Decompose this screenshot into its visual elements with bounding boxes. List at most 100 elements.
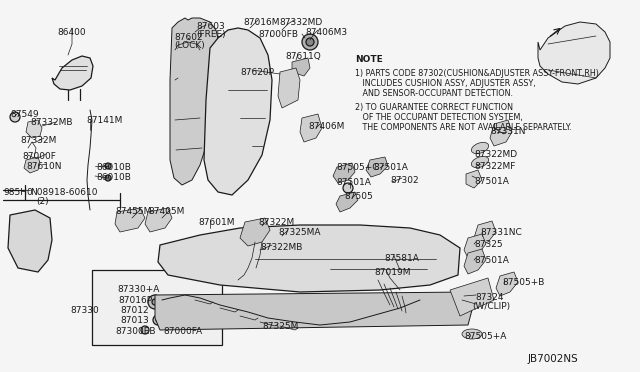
Text: 87501A: 87501A — [336, 178, 371, 187]
Circle shape — [152, 299, 158, 305]
Text: 87330: 87330 — [70, 306, 99, 315]
Text: OF THE OCCUPANT DETECTION SYSTEM,: OF THE OCCUPANT DETECTION SYSTEM, — [355, 113, 523, 122]
Polygon shape — [292, 58, 310, 76]
Circle shape — [141, 326, 149, 334]
Text: 87331N: 87331N — [490, 127, 525, 136]
Polygon shape — [145, 208, 172, 232]
Polygon shape — [464, 234, 486, 258]
Text: 87505+B: 87505+B — [502, 278, 545, 287]
Text: 87332MD: 87332MD — [279, 18, 323, 27]
Text: INCLUDES CUSHION ASSY, ADJUSTER ASSY,: INCLUDES CUSHION ASSY, ADJUSTER ASSY, — [355, 79, 536, 88]
Polygon shape — [538, 22, 610, 84]
Circle shape — [10, 112, 20, 122]
Text: 87406M3: 87406M3 — [305, 28, 347, 37]
Polygon shape — [52, 56, 93, 90]
Text: 87322MF: 87322MF — [474, 162, 515, 171]
Text: 87330+A: 87330+A — [117, 285, 159, 294]
Text: 87322M: 87322M — [258, 218, 294, 227]
Text: 87581A: 87581A — [384, 254, 419, 263]
Ellipse shape — [472, 156, 488, 168]
Text: 87322MB: 87322MB — [260, 243, 302, 252]
Text: 87602: 87602 — [174, 33, 203, 42]
Polygon shape — [450, 278, 494, 316]
Text: 87501A: 87501A — [474, 177, 509, 186]
Text: 87324: 87324 — [475, 293, 504, 302]
Text: 87620P: 87620P — [240, 68, 274, 77]
Polygon shape — [474, 221, 496, 246]
Text: 87332MB: 87332MB — [30, 118, 72, 127]
Polygon shape — [170, 18, 220, 185]
Polygon shape — [464, 249, 486, 274]
Text: (LOCK): (LOCK) — [174, 41, 205, 50]
Ellipse shape — [462, 329, 482, 339]
Polygon shape — [300, 114, 322, 142]
Text: 87603: 87603 — [196, 22, 225, 31]
Polygon shape — [26, 120, 42, 138]
Text: 87300EB: 87300EB — [115, 327, 156, 336]
Text: 86010B: 86010B — [96, 173, 131, 182]
Text: 87012: 87012 — [120, 306, 148, 315]
Text: 87016P: 87016P — [118, 296, 152, 305]
Circle shape — [306, 38, 314, 46]
Text: 87325MA: 87325MA — [278, 228, 321, 237]
Text: 87019M: 87019M — [374, 268, 410, 277]
Polygon shape — [278, 68, 300, 108]
Text: 87505: 87505 — [344, 192, 372, 201]
Text: 87505+A: 87505+A — [464, 332, 506, 341]
Text: 87325M: 87325M — [262, 322, 298, 331]
Polygon shape — [24, 157, 40, 173]
Text: 87331NC: 87331NC — [480, 228, 522, 237]
Circle shape — [302, 34, 318, 50]
Ellipse shape — [472, 142, 488, 154]
Text: N08918-60610: N08918-60610 — [30, 188, 97, 197]
Text: 87000F: 87000F — [22, 152, 56, 161]
Text: 87505+C: 87505+C — [336, 163, 378, 172]
Polygon shape — [158, 225, 460, 292]
Text: 87549: 87549 — [10, 110, 38, 119]
Text: AND SENSOR-OCCUPANT DETECTION.: AND SENSOR-OCCUPANT DETECTION. — [355, 89, 513, 98]
Circle shape — [153, 315, 163, 325]
Polygon shape — [8, 210, 52, 272]
Polygon shape — [466, 170, 482, 188]
Circle shape — [156, 318, 160, 322]
Polygon shape — [240, 218, 270, 246]
Text: 87013: 87013 — [120, 316, 148, 325]
Text: (FREE): (FREE) — [196, 30, 226, 39]
Text: 87406M: 87406M — [308, 122, 344, 131]
Text: 87405M: 87405M — [148, 207, 184, 216]
Text: 87000FB: 87000FB — [258, 30, 298, 39]
Polygon shape — [336, 192, 358, 212]
Text: 87325: 87325 — [474, 240, 502, 249]
Polygon shape — [366, 157, 388, 177]
Text: 87610N: 87610N — [26, 162, 61, 171]
Polygon shape — [333, 163, 355, 183]
Text: THE COMPONENTS ARE NOT AVAILABLE SEPARATELY.: THE COMPONENTS ARE NOT AVAILABLE SEPARAT… — [355, 123, 572, 132]
Ellipse shape — [207, 303, 233, 317]
Text: 87322MD: 87322MD — [474, 150, 517, 159]
Text: 86010B: 86010B — [96, 163, 131, 172]
Text: 1) PARTS CODE 87302(CUSHION&ADJUSTER ASSY-FRONT,RH): 1) PARTS CODE 87302(CUSHION&ADJUSTER ASS… — [355, 69, 599, 78]
Polygon shape — [115, 208, 145, 232]
Text: 87332M: 87332M — [20, 136, 56, 145]
Text: JB7002NS: JB7002NS — [528, 354, 579, 364]
Circle shape — [148, 295, 162, 309]
Text: 87141M: 87141M — [86, 116, 122, 125]
Text: (2): (2) — [36, 197, 49, 206]
Text: 87016M: 87016M — [243, 18, 280, 27]
Circle shape — [105, 175, 111, 181]
Polygon shape — [490, 120, 512, 146]
Text: 87501A: 87501A — [474, 256, 509, 265]
Text: NOTE: NOTE — [355, 55, 383, 64]
Text: 87601M: 87601M — [198, 218, 234, 227]
Polygon shape — [155, 292, 472, 330]
Text: 87611Q: 87611Q — [285, 52, 321, 61]
Text: 87000FA: 87000FA — [163, 327, 202, 336]
Text: 87501A: 87501A — [373, 163, 408, 172]
Text: (W/CLIP): (W/CLIP) — [472, 302, 510, 311]
Circle shape — [105, 163, 111, 169]
Text: 985H0: 985H0 — [3, 188, 33, 197]
FancyBboxPatch shape — [92, 270, 222, 345]
Text: 87302: 87302 — [390, 176, 419, 185]
Text: 87455M: 87455M — [115, 207, 152, 216]
Polygon shape — [204, 28, 272, 195]
